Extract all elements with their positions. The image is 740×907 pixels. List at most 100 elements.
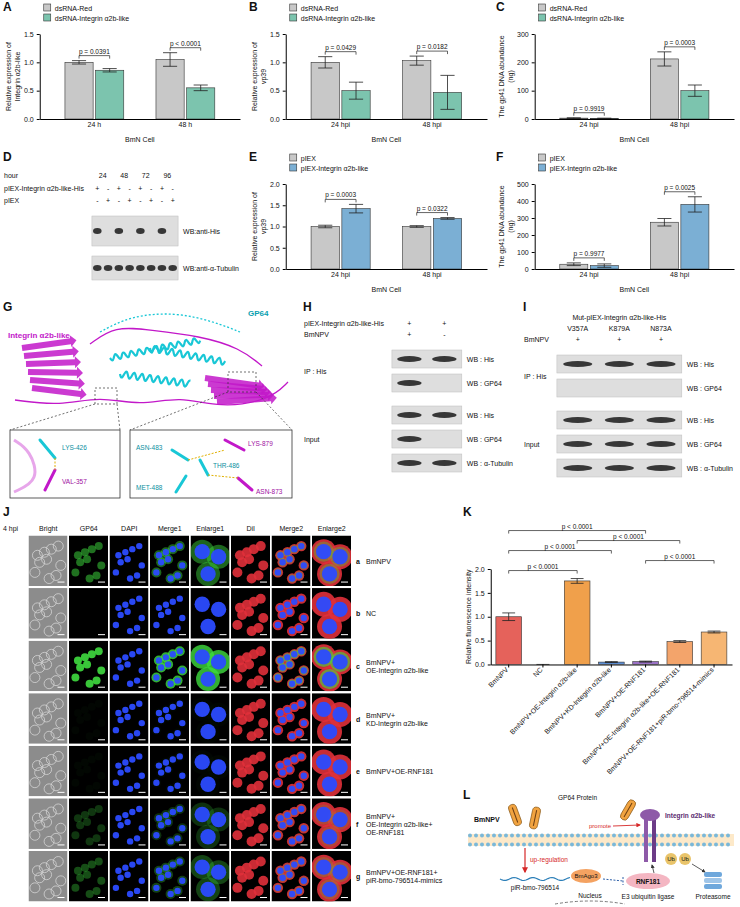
blot <box>92 256 178 280</box>
bar <box>403 61 431 119</box>
blot <box>557 355 682 373</box>
arrow <box>692 864 705 872</box>
cell <box>115 605 121 611</box>
panel-letter: K <box>463 505 472 519</box>
text-line: Integrin α2b-like <box>14 51 22 101</box>
column-head: GP64 <box>80 525 98 532</box>
scale-bar <box>301 634 308 635</box>
cell <box>56 613 66 623</box>
cell <box>295 676 303 684</box>
cell <box>170 651 176 657</box>
sign: + <box>160 185 164 192</box>
x-tick: 24 hpi <box>580 269 600 279</box>
micrograph <box>231 693 270 744</box>
cell <box>71 831 79 839</box>
cell <box>88 808 96 816</box>
x-axis: 24 hpi48 hpi <box>286 269 487 279</box>
diagram-label: BmNPV <box>474 816 500 823</box>
text-line: BmNPV+ <box>366 813 395 820</box>
cell <box>291 599 297 605</box>
cell <box>200 777 215 792</box>
cell <box>174 783 180 789</box>
cell <box>232 883 242 893</box>
band <box>605 465 634 471</box>
diagram-label: up-regulation <box>530 856 568 864</box>
cell <box>86 732 94 740</box>
scale-bar <box>341 582 348 583</box>
coil <box>90 328 262 366</box>
cell <box>274 831 282 839</box>
lipid <box>708 843 712 847</box>
scale-bar <box>58 634 65 635</box>
arrow <box>524 848 525 872</box>
cell <box>97 719 105 727</box>
virion-core <box>533 810 536 826</box>
time-value: 96 <box>163 172 171 179</box>
cell <box>88 861 96 869</box>
y-axis-line <box>491 570 492 665</box>
lipid <box>474 843 478 847</box>
sign: - <box>118 197 121 204</box>
cell <box>81 653 89 661</box>
y-tick-mark <box>532 269 535 270</box>
cell <box>244 659 254 669</box>
text-line: piR-bmo-796514-mimics <box>366 877 443 885</box>
p-value: p < 0.0001 <box>664 553 695 561</box>
error-bar <box>410 226 424 228</box>
band <box>646 465 675 471</box>
cell <box>254 886 264 896</box>
x-tick: 24 hpi <box>331 269 351 279</box>
cell <box>117 875 123 881</box>
cell <box>279 664 285 670</box>
plot-marks <box>496 579 727 665</box>
cell <box>195 649 210 664</box>
cell <box>151 883 161 893</box>
text-line: Relative expression of <box>5 42 13 111</box>
cell <box>330 757 350 777</box>
diagram-label: BmAgo3 <box>574 873 598 879</box>
band <box>397 460 421 466</box>
cell <box>200 829 215 844</box>
cell <box>74 762 82 770</box>
cell <box>139 878 145 884</box>
bar <box>311 227 339 270</box>
cell <box>163 654 169 660</box>
cell <box>151 778 161 788</box>
y-tick: 0.0 <box>24 116 40 123</box>
cell <box>76 558 84 566</box>
x-tick: NC <box>532 664 544 678</box>
diagram-label: GP64 Protein <box>558 794 597 801</box>
cell <box>296 625 302 631</box>
cell <box>93 729 101 737</box>
cell <box>330 652 350 672</box>
micrograph <box>190 746 230 797</box>
micrograph-ground <box>69 746 108 797</box>
condition-label: pIEX-Integrin α2b-like-His <box>4 185 84 193</box>
cell <box>275 885 281 891</box>
plot-marks <box>65 53 215 119</box>
cell <box>177 701 183 707</box>
blot-label: WB:anti-α-Tubulin <box>183 265 239 272</box>
lipid <box>600 843 604 847</box>
ribbon <box>14 440 35 492</box>
cell <box>117 612 123 618</box>
scale-bar <box>58 582 65 583</box>
micrograph <box>29 746 68 797</box>
micrograph-ground <box>150 693 189 744</box>
micrograph-ground <box>272 798 311 849</box>
lipid <box>588 843 592 847</box>
micrograph-ground <box>272 536 311 587</box>
cell <box>86 837 94 845</box>
cell <box>258 718 268 728</box>
lipid <box>696 843 700 847</box>
scale-bar <box>260 739 267 740</box>
virion <box>507 803 522 826</box>
y-tick: 1.5 <box>24 31 40 38</box>
cell <box>122 707 128 713</box>
cell <box>175 857 185 867</box>
cell <box>298 858 304 864</box>
text-line: (ng) <box>507 70 515 82</box>
p-value: p = 0.0429 <box>325 44 356 52</box>
micrograph <box>29 693 68 744</box>
diagram-label: piR-bmo-796514 <box>511 884 560 892</box>
